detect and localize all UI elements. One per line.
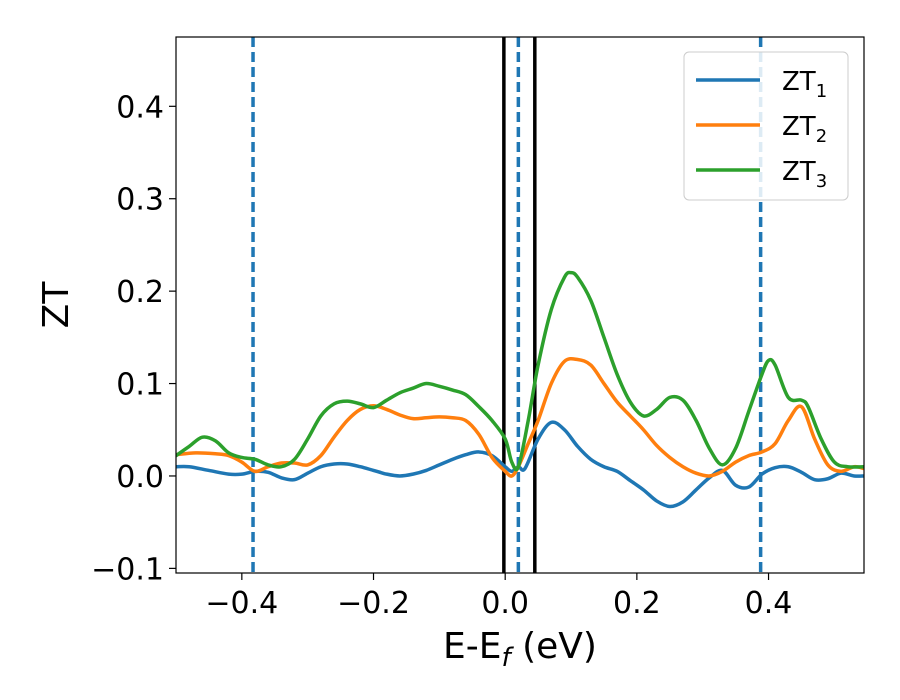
x-tick-label: 0.2 bbox=[613, 586, 661, 621]
x-tick-label: 0.0 bbox=[481, 586, 529, 621]
y-tick-label: −0.1 bbox=[91, 552, 164, 587]
y-tick-label: 0.2 bbox=[116, 275, 164, 310]
x-axis-title: E-Ef (eV) bbox=[443, 626, 597, 673]
y-axis-ticks: −0.1 0.0 0.1 0.2 0.3 0.4 bbox=[91, 90, 176, 587]
legend-label-zt1: ZT1 bbox=[782, 67, 827, 102]
legend-label-zt2: ZT2 bbox=[782, 112, 827, 147]
x-tick-label: 0.4 bbox=[745, 586, 793, 621]
y-axis-title: ZT bbox=[36, 281, 77, 329]
series-lines bbox=[176, 270, 864, 509]
y-tick-label: 0.0 bbox=[116, 460, 164, 495]
series-line-zt1 bbox=[176, 420, 864, 509]
legend-box bbox=[683, 51, 849, 201]
plot-frame bbox=[175, 36, 865, 574]
x-tick-label: −0.2 bbox=[337, 586, 410, 621]
legend: ZT1 ZT2 ZT3 bbox=[683, 51, 849, 201]
y-tick-label: 0.3 bbox=[116, 183, 164, 218]
x-axis-ticks: −0.4 −0.2 0.0 0.2 0.4 bbox=[205, 573, 792, 621]
y-tick-label: 0.4 bbox=[116, 90, 164, 125]
series-line-zt3 bbox=[176, 270, 864, 472]
x-tick-label: −0.4 bbox=[205, 586, 278, 621]
legend-label-zt3: ZT3 bbox=[782, 157, 827, 192]
series-line-zt2 bbox=[176, 356, 864, 478]
y-tick-label: 0.1 bbox=[116, 368, 164, 403]
vertical-marker-lines bbox=[251, 37, 763, 573]
